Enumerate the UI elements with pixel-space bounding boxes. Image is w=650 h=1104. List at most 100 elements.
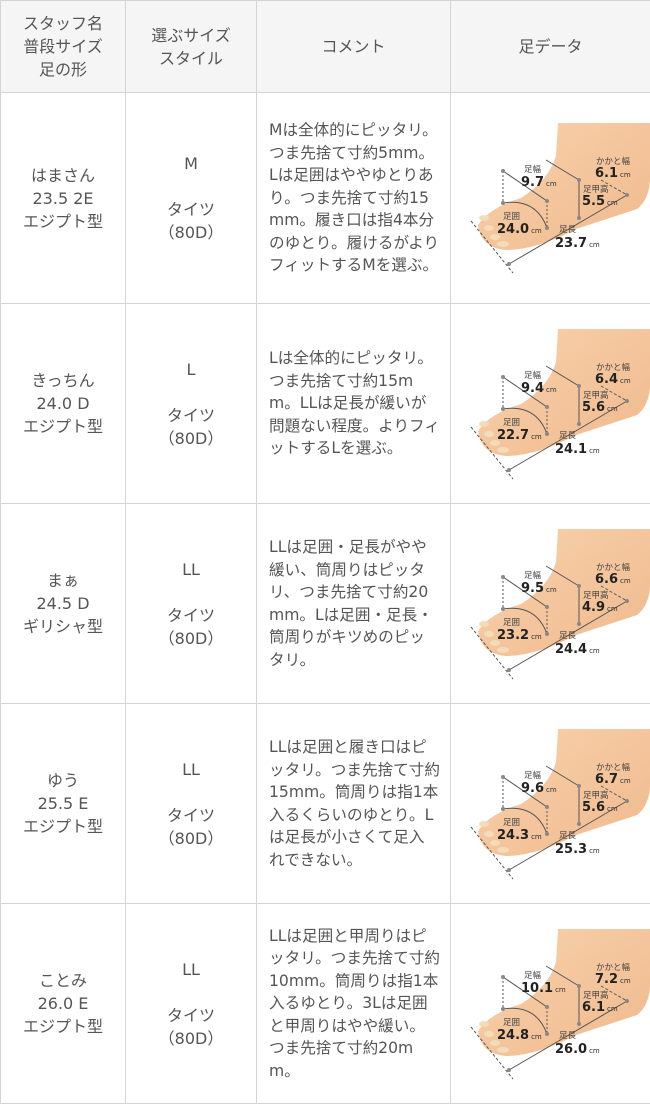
girth-value: 24.0	[497, 222, 529, 237]
heel-value: 6.1	[595, 166, 618, 181]
girth-label: 足囲	[503, 212, 520, 222]
chosen-size: M	[126, 152, 256, 175]
length-value: 23.7	[555, 236, 587, 251]
unit: cm	[555, 986, 566, 994]
staff-cell: はまさん 23.5 2E エジプト型	[1, 93, 126, 304]
unit: cm	[620, 577, 631, 585]
length-value: 26.0	[555, 1042, 587, 1057]
width-label: 足幅	[524, 370, 542, 381]
denier: （80D）	[126, 627, 256, 650]
table-header-row: スタッフ名 普段サイズ 足の形 選ぶサイズ スタイル コメント 足データ	[1, 1, 650, 93]
length-label: 足長	[559, 431, 577, 441]
length-value: 24.4	[555, 642, 587, 657]
unit: cm	[531, 1033, 542, 1041]
table-row: ことみ 26.0 E エジプト型 LL タイツ （80D） LLは足囲と甲周りは…	[1, 904, 650, 1104]
denier: （80D）	[126, 1027, 256, 1050]
size-cell: LL タイツ （80D）	[126, 504, 257, 704]
denier: （80D）	[126, 427, 256, 450]
unit: cm	[589, 847, 600, 855]
unit: cm	[546, 386, 557, 394]
size-cell: M タイツ （80D）	[126, 93, 257, 304]
staff-name: はまさん	[1, 164, 125, 187]
unit: cm	[546, 180, 557, 188]
girth-value: 24.8	[497, 1028, 529, 1043]
staff-cell: きっちん 24.0 D エジプト型	[1, 304, 126, 504]
header-comment: コメント	[257, 1, 451, 93]
comment-cell: LLは足囲と甲周りはピッタリ。つま先捨て寸約10mm。筒周りは指1本入るゆとり。…	[257, 904, 451, 1104]
unit: cm	[607, 199, 618, 207]
unit: cm	[531, 227, 542, 235]
table-row: ゆう 25.5 E エジプト型 LL タイツ （80D） LLは足囲と履き口はピ…	[1, 704, 650, 904]
heel-value: 7.2	[595, 972, 618, 987]
length-label: 足長	[559, 1031, 577, 1041]
size-cell: LL タイツ （80D）	[126, 904, 257, 1104]
unit: cm	[531, 833, 542, 841]
table-row: はまさん 23.5 2E エジプト型 M タイツ （80D） Mは全体的にピッタ…	[1, 93, 650, 304]
header-line: スタッフ名	[1, 12, 125, 35]
unit: cm	[607, 605, 618, 613]
comment-cell: LLは足囲と履き口はピッタリ。つま先捨て寸約15mm。筒周りは指1本入るくらいの…	[257, 704, 451, 904]
usual-size: 23.5 2E	[1, 187, 125, 210]
girth-label: 足囲	[503, 418, 520, 428]
unit: cm	[546, 786, 557, 794]
staff-name: きっちん	[1, 369, 125, 392]
girth-value: 22.7	[497, 428, 529, 443]
staff-name: ゆう	[1, 769, 125, 792]
comment-cell: Lは全体的にピッタリ。つま先捨て寸約15mm。LLは足長が緩いが問題ない程度。よ…	[257, 304, 451, 504]
width-label: 足幅	[524, 570, 542, 581]
style: タイツ	[126, 404, 256, 427]
unit: cm	[620, 171, 631, 179]
chosen-size: LL	[126, 758, 256, 781]
denier: （80D）	[126, 221, 256, 244]
unit: cm	[531, 433, 542, 441]
instep-value: 6.1	[582, 1000, 605, 1015]
chosen-size: LL	[126, 558, 256, 581]
unit: cm	[589, 647, 600, 655]
instep-value: 5.6	[582, 400, 605, 415]
length-label: 足長	[559, 225, 577, 235]
heel-value: 6.6	[595, 572, 618, 587]
girth-value: 23.2	[497, 628, 529, 643]
unit: cm	[620, 977, 631, 985]
unit: cm	[546, 586, 557, 594]
staff-name: まぁ	[1, 569, 125, 592]
width-label: 足幅	[524, 970, 542, 981]
girth-label: 足囲	[503, 618, 520, 628]
unit: cm	[607, 1005, 618, 1013]
heel-value: 6.4	[595, 372, 618, 387]
chosen-size: LL	[126, 958, 256, 981]
unit: cm	[620, 377, 631, 385]
foot-shape: エジプト型	[1, 815, 125, 838]
instep-value: 5.6	[582, 800, 605, 815]
header-line: 選ぶサイズ	[126, 24, 256, 47]
instep-value: 5.5	[582, 194, 605, 209]
width-value: 9.4	[521, 381, 544, 396]
staff-cell: ことみ 26.0 E エジプト型	[1, 904, 126, 1104]
width-value: 9.6	[521, 781, 544, 796]
header-line: 足の形	[1, 58, 125, 81]
chosen-size: L	[126, 358, 256, 381]
comment-cell: LLは足囲・足長がやや緩い、筒周りはピッタリ、つま先捨て寸約20mm。Lは足囲・…	[257, 504, 451, 704]
length-label: 足長	[559, 631, 577, 641]
foot-shape: エジプト型	[1, 1015, 125, 1038]
unit: cm	[589, 1047, 600, 1055]
staff-cell: まぁ 24.5 D ギリシャ型	[1, 504, 126, 704]
comment-cell: Mは全体的にピッタリ。つま先捨て寸約5mm。Lは足囲はややゆとりあり。つま先捨て…	[257, 93, 451, 304]
staff-cell: ゆう 25.5 E エジプト型	[1, 704, 126, 904]
unit: cm	[620, 777, 631, 785]
header-line: スタイル	[126, 47, 256, 70]
header-foot-data: 足データ	[451, 1, 650, 93]
width-value: 9.7	[521, 175, 544, 190]
unit: cm	[607, 405, 618, 413]
staff-name: ことみ	[1, 969, 125, 992]
foot-shape: エジプト型	[1, 210, 125, 233]
